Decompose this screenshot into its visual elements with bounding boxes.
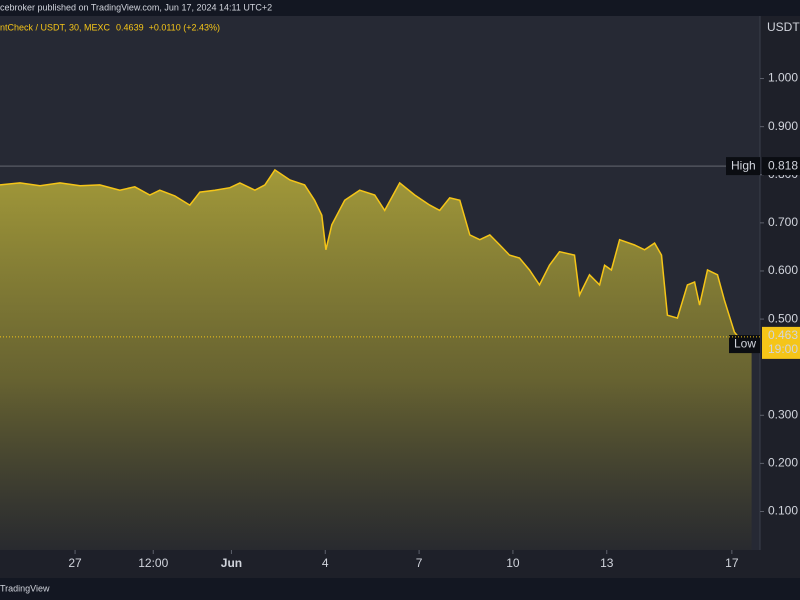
y-tick-label: 1.000: [768, 71, 798, 85]
x-tick-label: 10: [506, 556, 520, 570]
low-tag-bg: [729, 335, 760, 354]
y-tick-label: 0.200: [768, 456, 798, 470]
byline: cebroker published on TradingView.com, J…: [0, 2, 272, 12]
x-tick-label: 12:00: [138, 556, 168, 570]
x-tick-label: 17: [725, 556, 739, 570]
last-price: 0.4639: [116, 22, 144, 32]
x-tick-label: 4: [322, 556, 329, 570]
x-tick-label: 13: [600, 556, 614, 570]
x-tick-label: Jun: [221, 556, 242, 570]
y-tick-label: 0.300: [768, 407, 798, 421]
y-tick-label: 0.500: [768, 311, 798, 325]
area-fill: [0, 169, 752, 550]
symbol: ntCheck / USDT, 30, MEXC: [0, 22, 111, 32]
x-tick-label: 7: [416, 556, 423, 570]
high-value-bg: [762, 157, 800, 176]
x-tick-label: 27: [68, 556, 82, 570]
y-tick-label: 0.600: [768, 263, 798, 277]
price-line: [0, 168, 753, 346]
y-axis-title: USDT: [767, 20, 800, 34]
high-value: 0.818: [768, 158, 798, 172]
price-countdown: 19:00: [768, 342, 798, 356]
high-tag-bg: [726, 157, 760, 176]
high-tag: High: [731, 158, 756, 172]
price-tag-bg: [762, 326, 800, 359]
low-tag: Low: [734, 336, 756, 350]
price-tag: 0.463: [768, 328, 798, 342]
y-tick-label: 0.900: [768, 119, 798, 133]
y-tick-label: 0.100: [768, 504, 798, 518]
brand: TradingView: [0, 583, 50, 593]
price-change: +0.0110 (+2.43%): [149, 22, 220, 32]
time-axis: [0, 550, 800, 578]
y-tick-label: 0.700: [768, 215, 798, 229]
price-axis: [760, 16, 800, 550]
